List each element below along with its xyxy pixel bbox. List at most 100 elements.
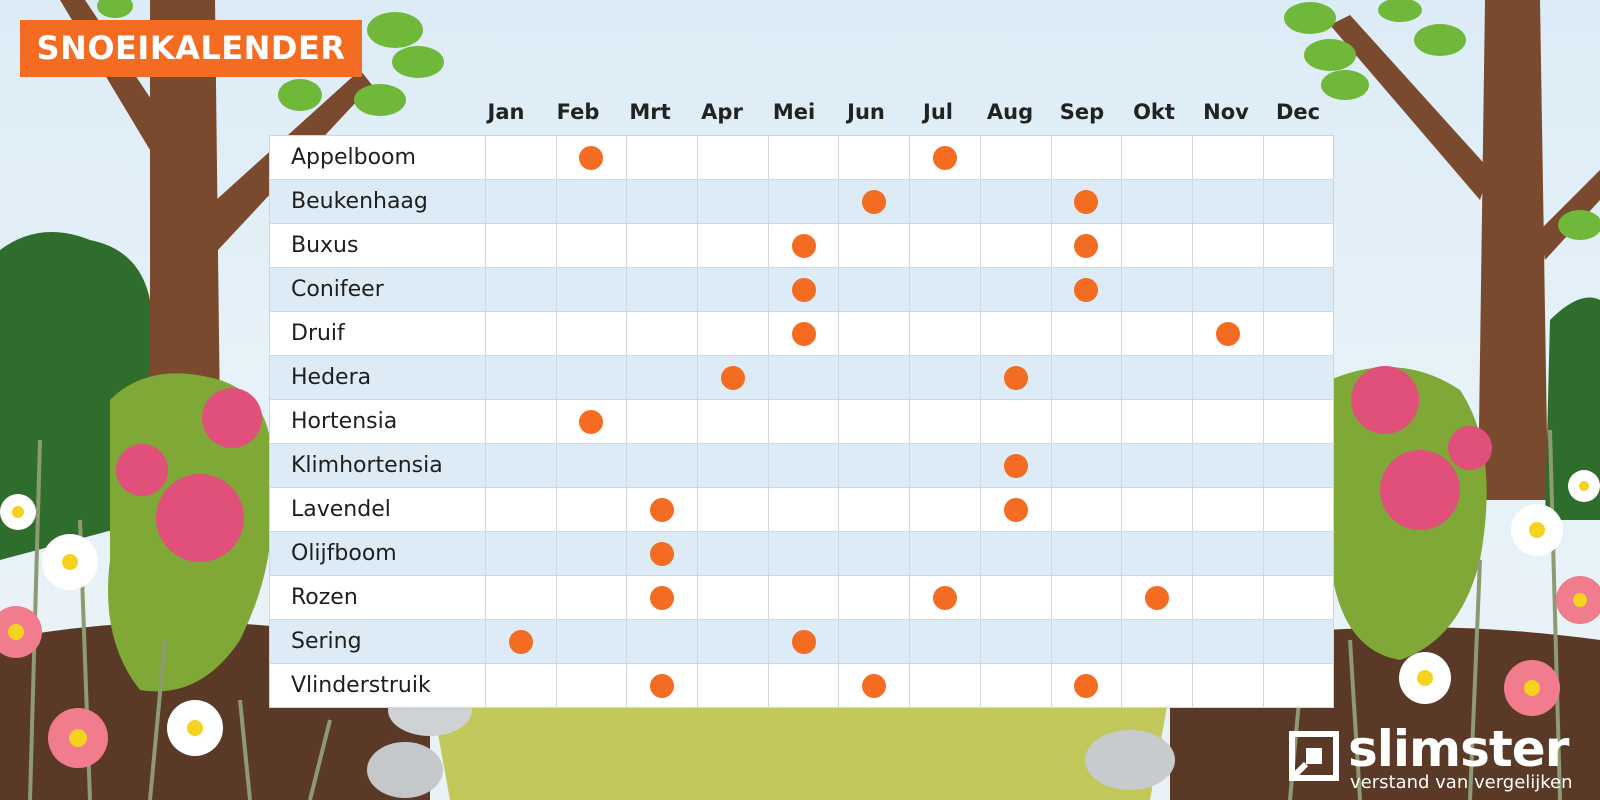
month-label-jul: Jul	[923, 100, 953, 124]
calendar-cell	[696, 575, 769, 620]
table-row: Appelboom	[269, 135, 1335, 180]
calendar-cell	[1192, 267, 1264, 312]
plant-name: Appelboom	[269, 135, 486, 180]
brand-name: slimster	[1348, 720, 1569, 778]
calendar-cell	[555, 311, 628, 356]
table-row: Klimhortensia	[269, 443, 1335, 488]
pruning-calendar-table: Appelboom Beukenhaag Buxus Conifeer Druif Hed…	[269, 135, 1335, 708]
prune-dot	[862, 189, 887, 214]
calendar-cell	[626, 575, 698, 620]
calendar-cell	[555, 575, 628, 620]
calendar-cell	[1050, 619, 1123, 664]
calendar-cell	[979, 399, 1052, 444]
calendar-cell	[767, 399, 840, 444]
calendar-cell	[1050, 663, 1123, 708]
calendar-cell	[1262, 135, 1335, 180]
calendar-cell	[484, 619, 557, 664]
month-label-mrt: Mrt	[629, 100, 671, 124]
calendar-cell	[1262, 487, 1335, 532]
table-row: Olijfboom	[269, 531, 1335, 576]
calendar-cell	[626, 619, 698, 664]
plant-name: Sering	[269, 619, 486, 664]
calendar-cell	[909, 663, 981, 708]
calendar-cell	[626, 179, 698, 224]
table-row: Conifeer	[269, 267, 1335, 312]
calendar-cell	[767, 223, 840, 268]
calendar-cell	[767, 179, 840, 224]
prune-dot	[1074, 233, 1099, 258]
plant-name: Hortensia	[269, 399, 486, 444]
calendar-cell	[909, 531, 981, 576]
calendar-cell	[979, 135, 1052, 180]
prune-dot	[650, 673, 675, 698]
table-row: Vlinderstruik	[269, 663, 1335, 708]
calendar-cell	[909, 575, 981, 620]
calendar-cell	[1192, 135, 1264, 180]
calendar-cell	[626, 267, 698, 312]
calendar-cell	[838, 399, 911, 444]
calendar-cell	[484, 135, 557, 180]
calendar-cell	[1050, 135, 1123, 180]
calendar-cell	[484, 179, 557, 224]
calendar-cell	[767, 135, 840, 180]
calendar-cell	[838, 223, 911, 268]
calendar-cell	[1192, 443, 1264, 488]
calendar-cell	[1192, 311, 1264, 356]
calendar-cell	[1262, 619, 1335, 664]
plant-name: Hedera	[269, 355, 486, 400]
calendar-cell	[1121, 267, 1194, 312]
calendar-cell	[555, 135, 628, 180]
prune-dot	[1003, 453, 1028, 478]
calendar-cell	[838, 355, 911, 400]
calendar-cell	[555, 443, 628, 488]
calendar-cell	[767, 355, 840, 400]
calendar-cell	[696, 311, 769, 356]
calendar-cell	[838, 663, 911, 708]
calendar-cell	[696, 663, 769, 708]
plant-name: Beukenhaag	[269, 179, 486, 224]
calendar-cell	[838, 531, 911, 576]
calendar-cell	[696, 399, 769, 444]
month-label-dec: Dec	[1275, 100, 1321, 124]
calendar-cell	[1050, 355, 1123, 400]
calendar-cell	[1262, 179, 1335, 224]
calendar-cell	[555, 355, 628, 400]
calendar-cell	[484, 531, 557, 576]
calendar-cell	[979, 619, 1052, 664]
calendar-cell	[1192, 663, 1264, 708]
table-row: Hedera	[269, 355, 1335, 400]
calendar-cell	[626, 399, 698, 444]
calendar-cell	[626, 663, 698, 708]
plant-name: Buxus	[269, 223, 486, 268]
calendar-cell	[767, 619, 840, 664]
prune-dot	[579, 409, 604, 434]
calendar-cell	[1262, 575, 1335, 620]
calendar-cell	[696, 223, 769, 268]
month-label-mei: Mei	[772, 100, 816, 124]
calendar-cell	[979, 179, 1052, 224]
plant-name: Conifeer	[269, 267, 486, 312]
calendar-cell	[979, 311, 1052, 356]
prune-dot	[791, 233, 816, 258]
plant-name: Rozen	[269, 575, 486, 620]
calendar-cell	[1121, 399, 1194, 444]
table-row: Hortensia	[269, 399, 1335, 444]
calendar-cell	[1050, 443, 1123, 488]
month-label-feb: Feb	[556, 100, 600, 124]
prune-dot	[579, 145, 604, 170]
calendar-cell	[1192, 531, 1264, 576]
prune-dot	[650, 585, 675, 610]
calendar-cell	[626, 223, 698, 268]
plant-name: Vlinderstruik	[269, 663, 486, 708]
calendar-cell	[767, 575, 840, 620]
calendar-cell	[1192, 487, 1264, 532]
calendar-cell	[1192, 399, 1264, 444]
calendar-cell	[1121, 355, 1194, 400]
calendar-cell	[909, 399, 981, 444]
calendar-cell	[909, 135, 981, 180]
calendar-cell	[1192, 355, 1264, 400]
calendar-cell	[909, 179, 981, 224]
month-label-nov: Nov	[1203, 100, 1249, 124]
calendar-cell	[555, 531, 628, 576]
calendar-cell	[767, 267, 840, 312]
